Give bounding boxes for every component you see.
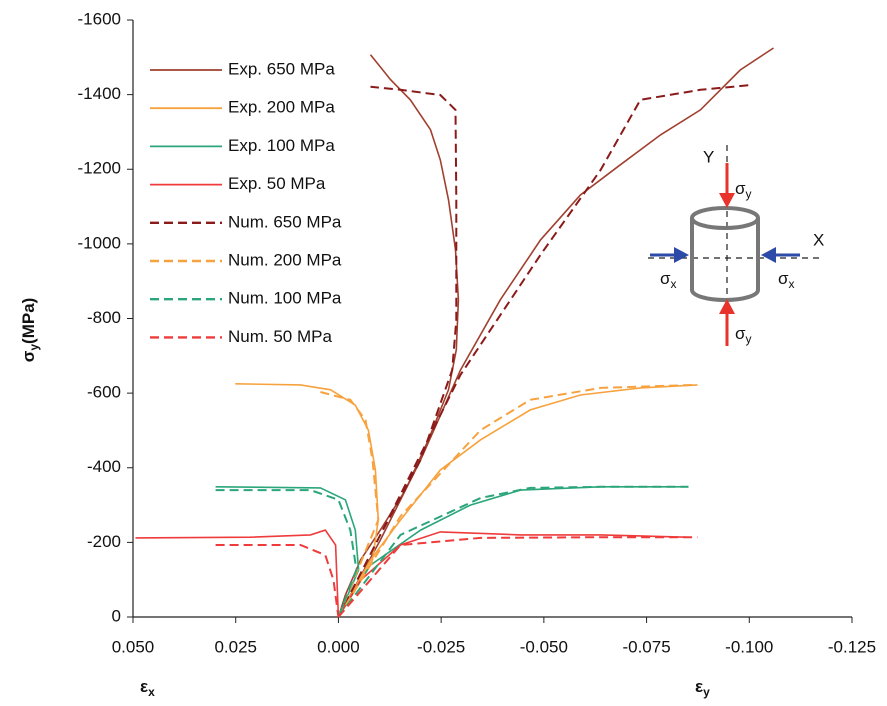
cylinder-top xyxy=(690,206,760,230)
y-tick-label: -1200 xyxy=(78,159,121,178)
y-tick-label: -1400 xyxy=(78,84,121,103)
arrow-head xyxy=(719,193,735,208)
x-tick-label: -0.025 xyxy=(417,637,465,656)
arrow-head xyxy=(761,247,776,263)
x-tick-label: 0.050 xyxy=(112,637,155,656)
diagram-label: X xyxy=(813,230,824,249)
x-tick-label: 0.025 xyxy=(214,637,257,656)
series-line xyxy=(215,486,689,618)
x-tick-label: -0.075 xyxy=(622,637,670,656)
legend-label: Exp. 100 MPa xyxy=(228,136,335,155)
x-axis-title: εx xyxy=(140,677,155,699)
stress-diagram: Y X σy σy σx σx xyxy=(648,145,824,346)
arrow-head xyxy=(719,299,735,314)
diagram-label: σy xyxy=(735,324,752,346)
y-tick-label: -600 xyxy=(87,383,121,402)
y-tick-label: -800 xyxy=(87,308,121,327)
diagram-label: σy xyxy=(735,179,752,201)
y-tick-label: -1600 xyxy=(78,9,121,28)
series-line xyxy=(235,383,698,618)
series-line xyxy=(215,485,689,618)
arrow-head xyxy=(674,247,689,263)
y-tick-label: -1000 xyxy=(78,233,121,252)
diagram-label: σx xyxy=(778,269,795,291)
diagram-label: σx xyxy=(660,269,677,291)
legend-label: Num. 650 MPa xyxy=(228,212,342,231)
series-line xyxy=(215,536,698,618)
legend-label: Exp. 200 MPa xyxy=(228,98,335,117)
y-tick-label: -400 xyxy=(87,457,121,476)
legend-label: Num. 100 MPa xyxy=(228,289,342,308)
legend-label: Num. 200 MPa xyxy=(228,250,342,269)
x-tick-label: -0.050 xyxy=(520,637,568,656)
cylinder-body xyxy=(690,218,760,302)
legend-label: Exp. 50 MPa xyxy=(228,174,326,193)
y-tick-label: 0 xyxy=(112,606,121,625)
x-tick-label: -0.125 xyxy=(828,637,876,656)
diagram-label: Y xyxy=(703,147,714,166)
legend-label: Exp. 650 MPa xyxy=(228,59,335,78)
x-tick-label: 0.000 xyxy=(317,637,360,656)
y-tick-label: -200 xyxy=(87,532,121,551)
series-line xyxy=(337,47,774,618)
x-axis-title: εy xyxy=(695,677,710,699)
series-line xyxy=(320,383,696,618)
x-tick-label: -0.100 xyxy=(725,637,773,656)
series-line xyxy=(337,83,753,618)
y-axis-title: σy(MPa) xyxy=(19,298,41,363)
legend-label: Num. 50 MPa xyxy=(228,327,332,346)
